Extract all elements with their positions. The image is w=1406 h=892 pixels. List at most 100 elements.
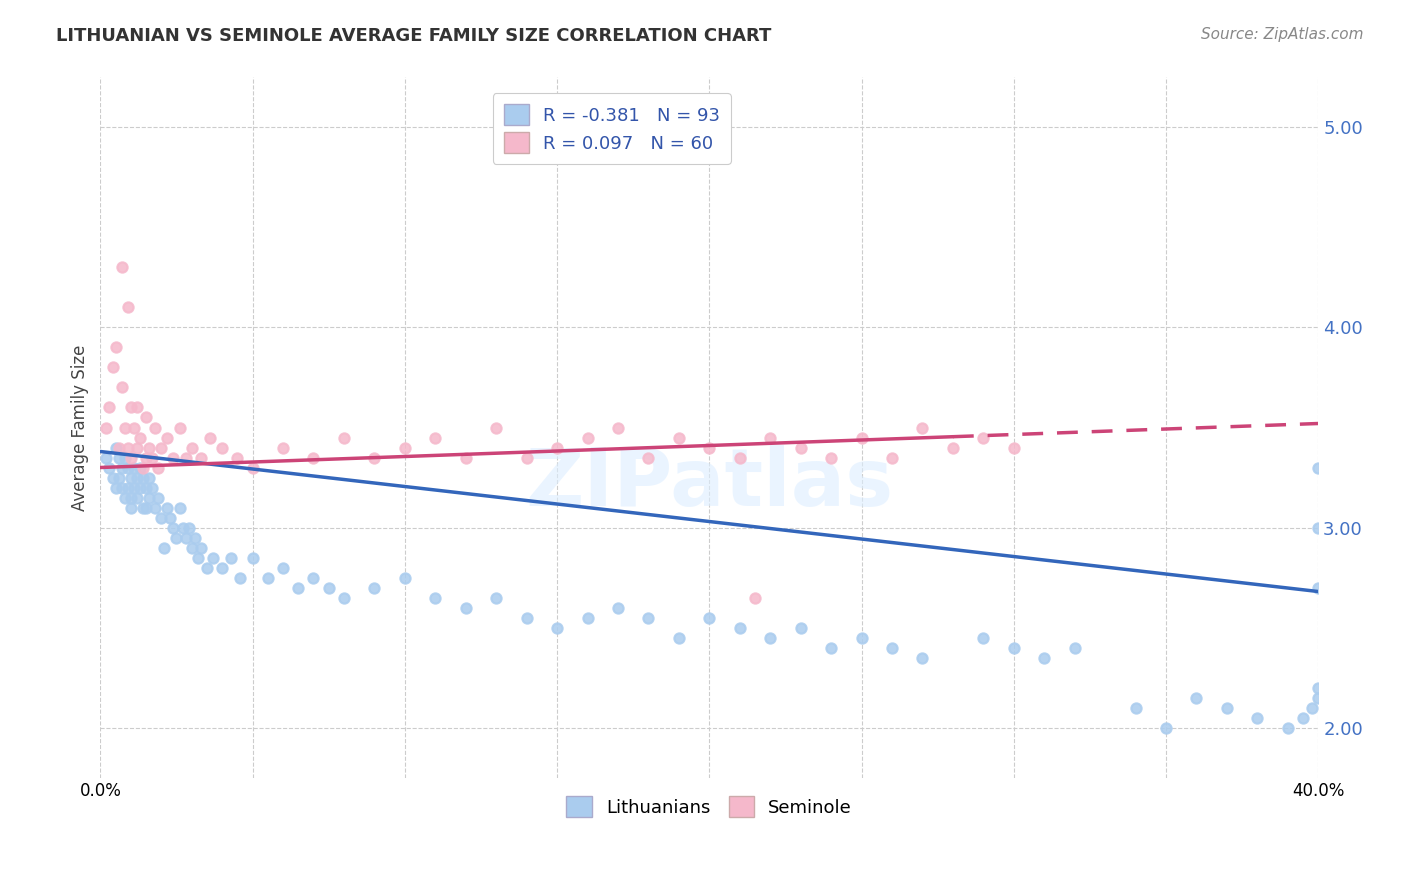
Point (546, 441, 568, 455)
Point (454, 450, 477, 465)
Point (129, 430, 152, 444)
Point (728, 621, 751, 635)
Point (169, 420, 191, 434)
Point (201, 550, 224, 565)
Point (111, 260, 134, 275)
Point (132, 500, 155, 515)
Point (820, 640, 842, 655)
Point (101, 470, 124, 484)
Point (132, 460, 155, 475)
Point (96, 450, 118, 465)
Point (744, 591, 766, 605)
Point (148, 491, 170, 505)
Point (125, 441, 148, 455)
Point (363, 450, 385, 465)
Point (98, 460, 121, 475)
Point (180, 441, 202, 455)
Point (363, 581, 385, 595)
Point (1185, 690, 1208, 705)
Point (333, 591, 356, 605)
Point (125, 401, 148, 415)
Point (107, 450, 129, 465)
Point (150, 510, 173, 524)
Point (125, 491, 148, 505)
Point (256, 570, 278, 584)
Point (122, 481, 145, 495)
Point (98, 401, 121, 415)
Point (759, 430, 782, 444)
Point (302, 450, 325, 465)
Point (104, 481, 127, 495)
Point (637, 610, 659, 624)
Point (394, 441, 416, 455)
Point (104, 441, 127, 455)
Point (195, 560, 218, 574)
Point (162, 450, 184, 465)
Point (1301, 700, 1323, 714)
Point (120, 401, 142, 415)
Point (242, 460, 264, 475)
Point (162, 520, 184, 534)
Point (190, 450, 212, 465)
Point (1308, 581, 1330, 595)
Point (425, 591, 447, 605)
Point (287, 581, 309, 595)
Point (174, 531, 197, 545)
Point (150, 441, 173, 455)
Point (1063, 640, 1085, 655)
Point (697, 610, 720, 624)
Point (516, 610, 538, 624)
Text: Source: ZipAtlas.com: Source: ZipAtlas.com (1201, 27, 1364, 42)
Point (120, 500, 142, 515)
Point (143, 420, 166, 434)
Point (122, 420, 145, 434)
Point (122, 460, 145, 475)
Point (190, 541, 212, 555)
Point (1033, 650, 1056, 665)
Point (117, 301, 139, 315)
Point (820, 450, 842, 465)
Point (107, 470, 129, 484)
Point (129, 460, 152, 475)
Point (138, 491, 160, 505)
Point (141, 481, 163, 495)
Point (111, 460, 134, 475)
Point (454, 600, 477, 615)
Point (485, 420, 508, 434)
Point (129, 481, 152, 495)
Point (117, 460, 139, 475)
Point (271, 441, 294, 455)
Point (1246, 710, 1268, 724)
Point (114, 420, 136, 434)
Point (135, 500, 157, 515)
Point (668, 430, 690, 444)
Point (318, 581, 340, 595)
Point (1125, 700, 1147, 714)
Point (117, 481, 139, 495)
Point (111, 380, 134, 394)
Point (187, 550, 209, 565)
Point (166, 531, 188, 545)
Point (219, 550, 242, 565)
Point (911, 650, 934, 665)
Point (138, 441, 160, 455)
Point (697, 441, 720, 455)
Text: ZIPatlas: ZIPatlas (526, 444, 893, 523)
Point (117, 441, 139, 455)
Point (135, 450, 157, 465)
Point (135, 481, 157, 495)
Point (759, 631, 782, 645)
Point (141, 450, 163, 465)
Point (789, 441, 811, 455)
Point (180, 541, 202, 555)
Point (271, 560, 294, 574)
Point (242, 550, 264, 565)
Point (138, 470, 160, 484)
Point (132, 470, 155, 484)
Point (96, 420, 118, 434)
Point (394, 570, 416, 584)
Point (607, 600, 630, 615)
Point (851, 430, 873, 444)
Point (101, 360, 124, 375)
Point (211, 441, 233, 455)
